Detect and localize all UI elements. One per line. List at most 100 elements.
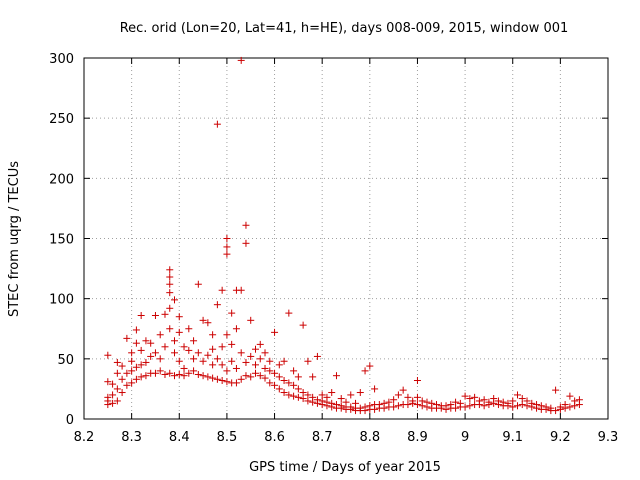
data-point [566, 403, 574, 411]
data-point [137, 361, 145, 369]
data-point [113, 358, 121, 366]
data-point [413, 376, 421, 384]
data-point [271, 369, 279, 377]
x-tick-label: 8.3 [121, 430, 142, 445]
data-point [180, 372, 188, 380]
data-point [285, 391, 293, 399]
data-point [537, 402, 545, 410]
data-point [194, 349, 202, 357]
data-point [328, 389, 336, 397]
data-point [313, 396, 321, 404]
data-point [552, 407, 560, 415]
data-point [256, 372, 264, 380]
data-point [237, 349, 245, 357]
data-point [232, 325, 240, 333]
data-point [166, 273, 174, 281]
data-point [256, 340, 264, 348]
y-tick-label: 100 [49, 293, 74, 308]
data-point [218, 361, 226, 369]
data-point [161, 370, 169, 378]
data-point [137, 346, 145, 354]
data-point [280, 389, 288, 397]
data-point [452, 404, 460, 412]
data-point [209, 374, 217, 382]
data-point [104, 351, 112, 359]
data-point [547, 404, 555, 412]
data-point [366, 402, 374, 410]
data-point [318, 391, 326, 399]
data-point [356, 389, 364, 397]
x-tick-label: 8.2 [74, 430, 95, 445]
data-point [156, 331, 164, 339]
data-point [251, 345, 259, 353]
data-point [223, 250, 231, 258]
data-point [275, 373, 283, 381]
data-point [266, 357, 274, 365]
data-point [175, 357, 183, 365]
data-point [294, 373, 302, 381]
data-point [223, 331, 231, 339]
data-point [104, 378, 112, 386]
data-point [304, 357, 312, 365]
data-point [518, 395, 526, 403]
x-tick-label: 8.7 [312, 430, 333, 445]
data-point [556, 403, 564, 411]
x-tick-label: 9 [461, 430, 469, 445]
data-point [366, 362, 374, 370]
data-point [461, 403, 469, 411]
data-point [218, 343, 226, 351]
x-tick-label: 8.5 [217, 430, 238, 445]
data-point [328, 399, 336, 407]
data-point [118, 362, 126, 370]
data-point [213, 120, 221, 128]
data-point [304, 391, 312, 399]
x-tick-label: 9.1 [502, 430, 523, 445]
data-point [294, 385, 302, 393]
data-point [156, 367, 164, 375]
data-point [218, 286, 226, 294]
data-point [118, 375, 126, 383]
data-point [132, 363, 140, 371]
data-point [142, 358, 150, 366]
data-point [175, 313, 183, 321]
data-point [132, 339, 140, 347]
data-point [304, 397, 312, 405]
data-point [109, 399, 117, 407]
data-point [190, 355, 198, 363]
data-point [228, 340, 236, 348]
data-point [242, 239, 250, 247]
data-point [237, 375, 245, 383]
data-point [394, 391, 402, 399]
data-point [166, 266, 174, 274]
data-point [352, 399, 360, 407]
data-point [571, 397, 579, 405]
data-point [480, 396, 488, 404]
data-point [471, 393, 479, 401]
y-tick-label: 50 [57, 353, 74, 368]
data-point [294, 393, 302, 401]
data-point [323, 393, 331, 401]
chart-title: Rec. orid (Lon=20, Lat=41, h=HE), days 0… [120, 21, 569, 36]
data-point [232, 364, 240, 372]
data-point [147, 339, 155, 347]
data-point [285, 379, 293, 387]
data-point [499, 398, 507, 406]
x-tick-label: 8.8 [359, 430, 380, 445]
data-point [313, 352, 321, 360]
data-point [452, 398, 460, 406]
data-point [132, 326, 140, 334]
data-point [185, 369, 193, 377]
data-point [223, 367, 231, 375]
data-point [523, 397, 531, 405]
x-tick-label: 8.9 [407, 430, 428, 445]
data-point [566, 392, 574, 400]
data-point [223, 235, 231, 242]
data-point [290, 392, 298, 400]
data-point [237, 56, 245, 64]
data-point [128, 379, 136, 387]
data-points [104, 56, 583, 415]
data-point [371, 385, 379, 393]
data-point [218, 376, 226, 384]
data-point [232, 379, 240, 387]
data-point [237, 286, 245, 294]
